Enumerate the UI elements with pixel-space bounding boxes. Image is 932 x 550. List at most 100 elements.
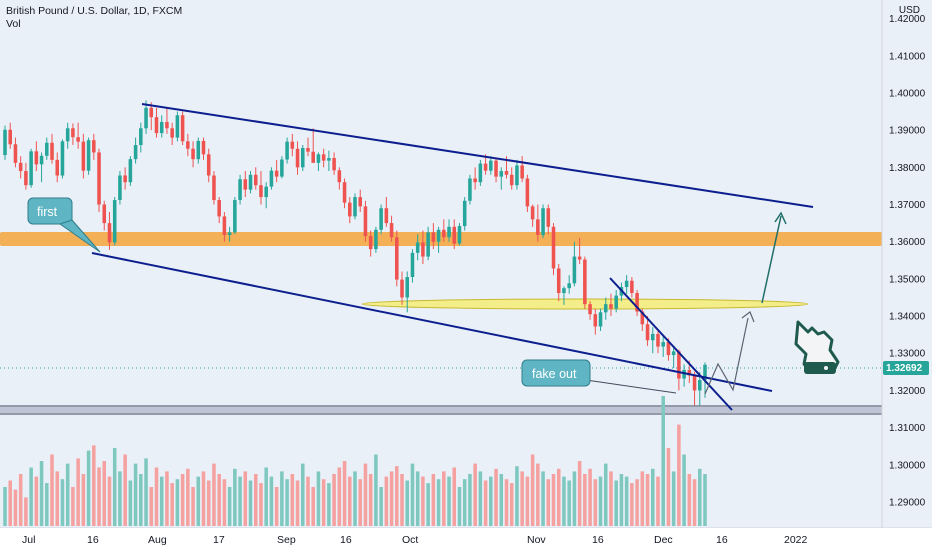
volume-bar: [630, 483, 634, 526]
volume-bar: [112, 448, 117, 526]
volume-bar: [650, 468, 655, 526]
volume-bar: [384, 476, 389, 526]
candle-body: [489, 160, 493, 171]
volume-bar: [389, 471, 394, 526]
candle-body: [175, 115, 180, 138]
time-axis[interactable]: Jul 16 Aug 17 Sep 16 Oct Nov 16 Dec 16 2…: [22, 534, 808, 546]
volume-bar: [353, 471, 357, 526]
volume-bar: [536, 463, 540, 526]
last-price-tag-text: 1.32692: [886, 363, 923, 374]
volume-bar: [457, 487, 462, 526]
volume-bar: [442, 471, 446, 526]
volume-bar: [489, 476, 493, 526]
candle-body: [139, 128, 143, 146]
price-tick-label: 1.31000: [889, 423, 926, 434]
volume-bar: [222, 479, 227, 526]
volume-bar: [133, 463, 138, 526]
time-label-oct: Oct: [402, 534, 418, 546]
candle-body: [499, 171, 504, 177]
candle-body: [379, 208, 383, 230]
volume-bar: [509, 483, 514, 526]
candle-body: [593, 314, 598, 327]
time-label-jul-16: 16: [87, 534, 99, 546]
candle-body: [462, 200, 467, 227]
candle-body: [81, 141, 86, 171]
candle-body: [300, 147, 305, 168]
candle-body: [410, 252, 415, 278]
volume-bars: [3, 396, 707, 526]
volume-indicator-label[interactable]: Vol: [6, 18, 21, 30]
volume-bar: [3, 487, 7, 526]
candle-body: [144, 107, 148, 129]
volume-bar: [274, 487, 279, 526]
projection-arrowhead-2: [774, 211, 787, 225]
candle-body: [149, 107, 154, 118]
candle-body: [222, 216, 227, 235]
first-callout-box: [27, 197, 73, 225]
candle-body: [656, 333, 660, 347]
candle-body: [316, 154, 321, 163]
time-axis-background: [0, 528, 932, 550]
candle-body: [55, 159, 60, 176]
volume-bar: [227, 487, 232, 526]
volume-bar: [206, 480, 211, 526]
candle-body: [457, 226, 462, 244]
price-tick-label: 1.33000: [889, 349, 926, 360]
candle-body: [473, 178, 477, 183]
volume-bar: [698, 468, 702, 526]
symbol-title[interactable]: British Pound / U.S. Dollar, 1D, FXCM: [6, 5, 183, 17]
volume-bar: [259, 483, 263, 526]
volume-bar: [687, 474, 692, 526]
volume-bar: [415, 471, 420, 526]
volume-bar: [603, 463, 608, 526]
volume-bar: [13, 489, 18, 526]
volume-bar: [8, 480, 12, 526]
candle-body: [609, 304, 613, 309]
candle-body: [332, 158, 336, 171]
candle-body: [541, 208, 545, 235]
volume-bar: [264, 467, 268, 526]
candle-body: [447, 226, 451, 238]
candle-body: [65, 128, 70, 142]
time-label-dec: Dec: [654, 534, 673, 546]
candle-body: [442, 229, 446, 238]
volume-bar: [405, 480, 410, 526]
volume-bar: [29, 467, 33, 526]
candle-body: [39, 155, 44, 165]
volume-bar: [530, 454, 535, 526]
volume-bar: [562, 476, 566, 526]
candle-body: [687, 369, 692, 376]
volume-bar: [76, 458, 80, 526]
price-tick-label: 1.32000: [889, 386, 926, 397]
price-axis[interactable]: 1.42000 1.41000 1.40000 1.39000 1.38000 1.370…: [889, 14, 926, 508]
volume-bar: [81, 474, 86, 526]
volume-bar: [551, 474, 556, 526]
volume-bar: [410, 463, 415, 526]
candle-body: [363, 206, 368, 237]
volume-bar: [201, 471, 206, 526]
time-label-nov: Nov: [527, 534, 546, 546]
candle-body: [421, 242, 425, 257]
volume-bar: [609, 471, 613, 526]
candle-body: [24, 171, 28, 186]
first-callout-tail: [58, 219, 101, 253]
candle-body: [389, 223, 394, 238]
candle-body: [227, 232, 232, 235]
candle-body: [196, 140, 201, 160]
volume-bar: [196, 476, 201, 526]
price-tick-label: 1.39000: [889, 126, 926, 137]
candle-body: [311, 151, 315, 163]
candle-body: [614, 295, 618, 309]
volume-bar: [243, 471, 248, 526]
volume-bar: [285, 479, 289, 526]
volume-bar: [65, 463, 70, 526]
candle-body: [583, 259, 587, 305]
candle-body: [238, 179, 242, 201]
projection-arrowhead-1: [741, 311, 755, 323]
volume-bar: [39, 461, 44, 526]
price-tick-label: 1.34000: [889, 312, 926, 323]
candle-body: [692, 375, 697, 391]
price-tick-label: 1.42000: [889, 14, 926, 25]
